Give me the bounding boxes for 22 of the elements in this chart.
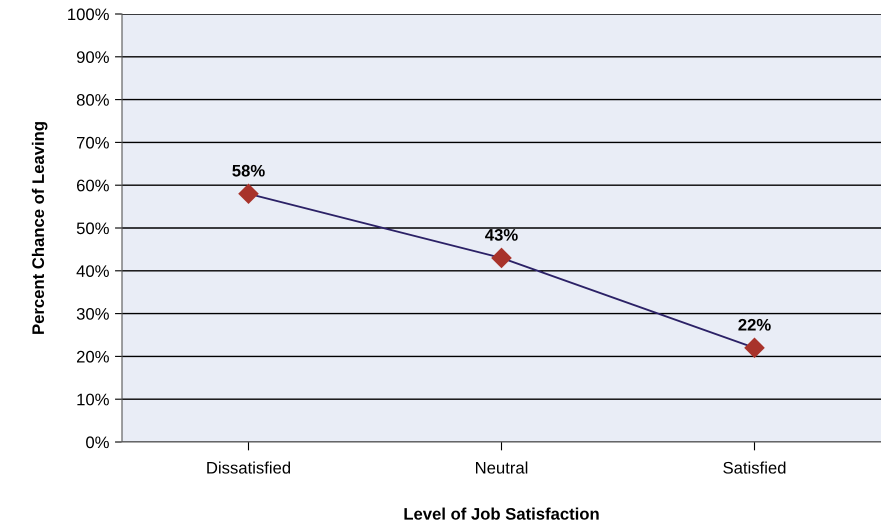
y-tick-label: 20% xyxy=(76,350,109,363)
y-tick-label: 60% xyxy=(76,180,109,192)
y-tick-label: 30% xyxy=(76,308,109,320)
y-axis-title: Percent Chance of Leaving xyxy=(32,122,48,334)
data-label: 22% xyxy=(738,318,771,331)
y-tick-label: 70% xyxy=(76,136,109,149)
point xyxy=(744,338,765,358)
y-tick-label: 0% xyxy=(86,436,109,448)
y-tick-label: 10% xyxy=(77,394,109,406)
x-tick-label: Neutral xyxy=(476,461,528,474)
y-tick-label: 80% xyxy=(76,94,109,106)
y-tick-label: 100% xyxy=(68,8,109,20)
x-tick-label: Dissatisfied xyxy=(207,461,290,474)
y-tick-label: 50% xyxy=(76,222,109,234)
point xyxy=(238,183,259,204)
x-tick-label: Satisfied xyxy=(723,461,786,474)
point xyxy=(491,248,512,268)
x-axis-title: Level of Job Satisfaction xyxy=(404,508,599,520)
data-label: 43% xyxy=(485,228,518,241)
data-label: 58% xyxy=(232,164,265,177)
y-tick-label: 40% xyxy=(76,265,109,278)
y-tick-label: 90% xyxy=(76,51,109,64)
